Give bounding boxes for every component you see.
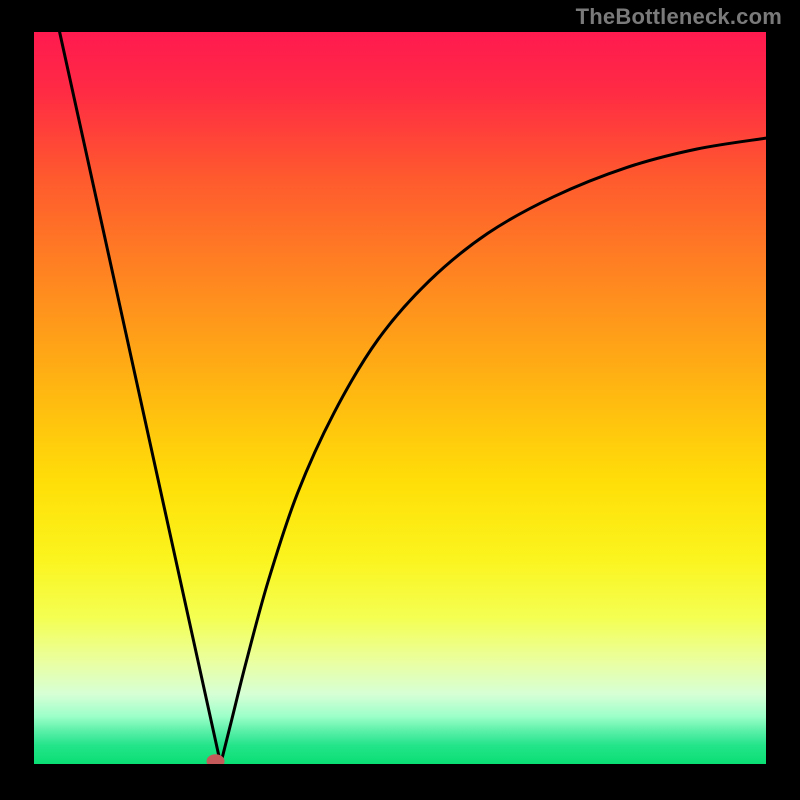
chart-container: TheBottleneck.com [0, 0, 800, 800]
chart-svg [0, 0, 800, 800]
plot-background [34, 32, 766, 764]
watermark-text: TheBottleneck.com [576, 4, 782, 30]
